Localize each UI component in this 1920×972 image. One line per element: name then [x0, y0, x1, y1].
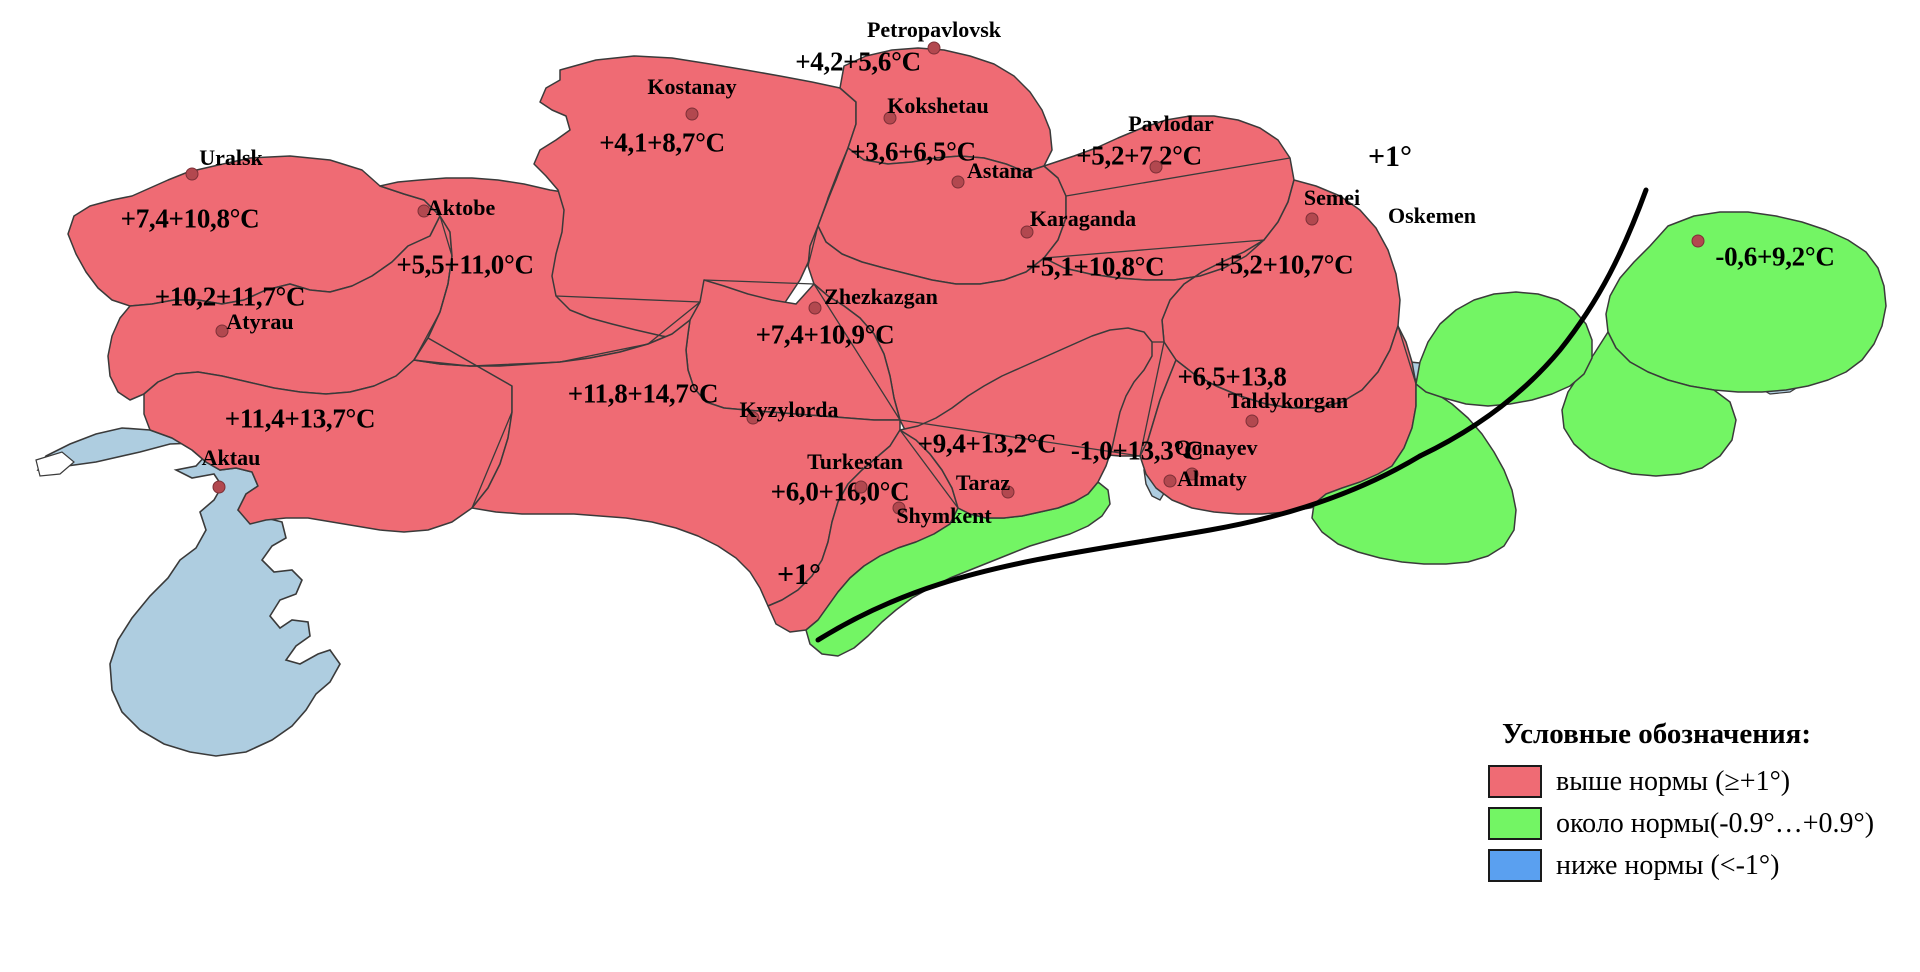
region-oskemen	[1605, 211, 1887, 393]
legend-swatch-0	[1488, 765, 1542, 798]
legend-label-0: выше нормы (≥+1°)	[1556, 765, 1791, 797]
legend-label-1: около нормы(-0.9°…+0.9°)	[1556, 807, 1875, 839]
legend-item-1: около нормы(-0.9°…+0.9°)	[1488, 807, 1908, 840]
legend-rows: выше нормы (≥+1°) около нормы(-0.9°…+0.9°…	[1488, 765, 1908, 882]
region-petropavlovsk	[839, 47, 1053, 173]
legend-item-0: выше нормы (≥+1°)	[1488, 765, 1908, 798]
legend: Условные обозначения: выше нормы (≥+1°) о…	[1488, 718, 1908, 891]
region-oskemen-south	[1561, 331, 1737, 477]
region-taraz	[899, 327, 1153, 519]
almaty-green-upper	[1415, 291, 1593, 407]
region-almaty	[1139, 325, 1417, 515]
legend-swatch-1	[1488, 807, 1542, 840]
region-polygons	[67, 47, 1887, 657]
legend-title: Условные обозначения:	[1502, 718, 1812, 750]
legend-item-2: ниже нормы (<-1°)	[1488, 849, 1908, 882]
legend-label-2: ниже нормы (<-1°)	[1556, 849, 1780, 881]
isoline-east	[1417, 187, 1649, 459]
region-shymkent-green	[805, 481, 1111, 657]
isoline-south	[815, 453, 1423, 643]
isoline-plus-one	[815, 187, 1649, 643]
internal-borders	[413, 147, 1417, 509]
legend-swatch-2	[1488, 849, 1542, 882]
caspian-notch-a	[35, 451, 75, 477]
